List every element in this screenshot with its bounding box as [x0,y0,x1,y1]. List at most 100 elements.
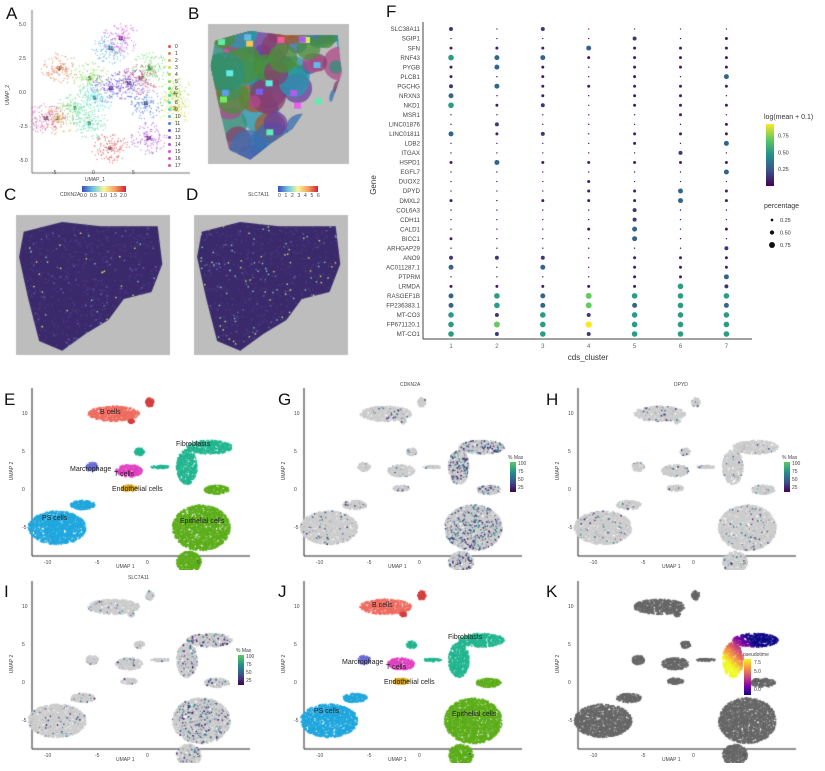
dot-MT-CO3-cluster-3 [539,312,546,318]
colorbar-tick: 75 [246,662,252,668]
y-tick: 5 [568,449,571,455]
y-tick: -5 [294,525,299,531]
dot-DUOX2-cluster-1 [450,180,452,183]
legend-item: 17 [168,163,181,170]
cell-type-label-mac: Marcrophage [342,659,384,666]
dot-ITGAX-cluster-6 [678,150,683,155]
dot-FP671120.1-cluster-7 [723,321,730,328]
dot-RNF43-cluster-4 [587,56,591,60]
dot-COL6A3-cluster-3 [542,209,544,211]
dot-DUOX2-cluster-3 [542,180,544,183]
dot-LDB2-cluster-5 [633,141,637,145]
umap-cluster-plot [30,8,190,178]
cell-type-label-b: B cells [372,602,393,609]
dot-LRMDA-cluster-5 [633,284,637,288]
x-axis-label: UMAP 1 [662,564,681,570]
dot-DUOX2-cluster-2 [496,180,498,183]
dot-ANO9-cluster-4 [588,257,590,259]
dot-AC011287.1-cluster-7 [724,265,728,269]
dot-SGIP1-cluster-6 [679,37,682,40]
dot-PLCB1-cluster-7 [723,74,729,80]
legend-label: 15 [175,149,181,155]
gene-tick-label: NKD1 [403,102,420,109]
color-legend-title: log(mean + 0.1) [764,114,813,121]
legend-swatch [168,94,171,97]
dot-ITGAX-cluster-7 [725,152,728,154]
dot-DPYD-cluster-7 [724,189,728,193]
dot-PLCB1-cluster-5 [633,75,637,79]
umap-feature-g [272,380,542,570]
dot-ARHGAP29-cluster-4 [588,247,590,249]
dot-PGCHG-cluster-4 [587,84,591,88]
x-axis-label: UMAP 1 [662,757,681,763]
dot-EGFL7-cluster-5 [633,171,636,173]
gene-tick-label: SLC38A11 [391,26,421,33]
cell-type-label-ps: PS cells [42,515,68,522]
cell-type-label-t: T cells [114,471,135,478]
dot-LINC01876-cluster-1 [450,123,452,125]
gene-tick-label: LDB2 [405,141,421,148]
color-legend-bar [766,124,774,186]
dot-PTPRM-cluster-4 [588,276,590,278]
dot-FP671120.1-cluster-3 [539,321,546,328]
dot-ANO9-cluster-1 [449,255,453,260]
panel-label-d: D [186,185,199,204]
legend-item: 5 [168,79,181,86]
legend-swatch [168,101,171,104]
dot-MT-CO1-cluster-6 [677,331,684,337]
dot-PYGB-cluster-4 [588,66,590,68]
size-legend-dot [769,242,775,248]
x-tick: -5 [52,170,57,176]
legend-swatch [168,108,171,111]
gene-tick-label: SFN [408,45,420,52]
dot-CDH11-cluster-4 [588,218,590,221]
x-tick: 5 [197,560,200,566]
dot-PTPRM-cluster-3 [542,276,544,278]
dot-ANO9-cluster-7 [724,256,728,260]
dot-FP236383.1-cluster-7 [723,302,729,308]
legend-item: 7 [168,93,181,100]
gene-tick-label: LINC01876 [389,122,421,129]
dot-LRMDA-cluster-4 [587,284,591,288]
colorbar-tick: 25 [246,678,252,684]
umap-pseudotime [546,573,816,763]
dot-RNF43-cluster-7 [724,56,728,60]
dot-LDB2-cluster-4 [588,142,590,145]
dot-HSPD1-cluster-4 [587,160,591,164]
x-tick: 5 [743,560,746,566]
dot-SGIP1-cluster-1 [450,37,452,40]
dot-ANO9-cluster-3 [540,255,545,260]
dot-MT-CO3-cluster-5 [631,312,638,318]
colorbar-d [278,186,318,192]
dot-HSPD1-cluster-7 [724,160,728,164]
gene-tick-label: MSR1 [403,112,421,119]
legend-label: 1 [175,51,178,57]
colorbar-tick: 75 [792,469,798,475]
gene-tick-label: ITGAX [401,150,420,157]
x-tick: 0 [692,560,695,566]
dot-LINC01876-cluster-7 [724,122,728,126]
y-tick: 0 [568,487,571,493]
dot-ANO9-cluster-5 [633,256,637,260]
dot-NRXN3-cluster-3 [541,94,545,98]
color-legend-tick: 0.25 [778,167,789,173]
dot-plot: SLC38A11 SGIP1 SFN RNF43 PYGB PLCB1 PGCHG NRXN3… [369,22,813,362]
dot-MSR1-cluster-3 [542,114,544,116]
dot-MT-CO3-cluster-2 [494,312,499,317]
dot-RASGEF1B-cluster-2 [494,293,500,299]
colorbar-title: pseudotime [743,652,769,658]
dot-SFN-cluster-3 [541,46,545,50]
colorbar-tick: 5 [310,193,314,199]
dot-LINC01811-cluster-4 [588,133,590,135]
cell-type-label-fib: Fibroblasts [176,441,211,448]
dot-PGCHG-cluster-5 [633,84,637,88]
dot-FP236383.1-cluster-3 [540,302,546,308]
dot-BICC1-cluster-3 [542,238,544,240]
dot-MT-CO1-cluster-5 [631,331,638,337]
dot-HSPD1-cluster-1 [449,160,453,164]
gene-tick-label: MT-CO3 [397,312,421,319]
y-axis-label: UMAP 2 [9,461,15,481]
dot-CDH11-cluster-1 [450,218,452,221]
colorbar-tick: 75 [518,469,524,475]
dot-MSR1-cluster-1 [450,114,452,116]
